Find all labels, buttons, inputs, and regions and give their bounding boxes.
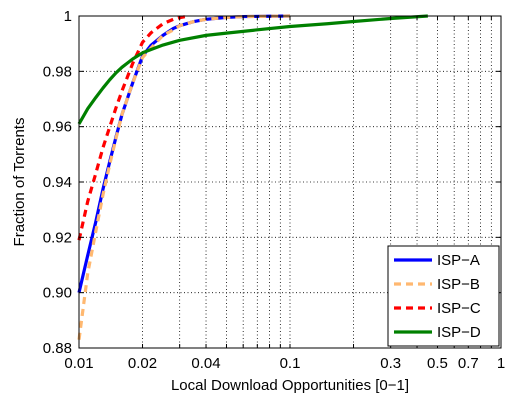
x-tick-label: 0.7 — [458, 355, 479, 372]
legend: ISP−A ISP−B ISP−C ISP−D — [387, 245, 500, 347]
y-tick-label: 0.90 — [43, 285, 72, 302]
x-tick-label: 1 — [497, 355, 505, 372]
x-tick-label: 0.1 — [280, 355, 301, 372]
y-tick-label: 0.88 — [43, 340, 72, 357]
y-tick-label: 0.92 — [43, 229, 72, 246]
y-tick-label: 0.98 — [43, 63, 72, 80]
y-axis-label: Fraction of Torrents — [11, 118, 28, 247]
y-tick-label: 1 — [64, 8, 72, 25]
legend-label-1: ISP−A — [437, 252, 480, 269]
y-tick-label: 0.94 — [43, 174, 72, 191]
x-tick-label: 0.04 — [191, 355, 220, 372]
x-tick-label: 0.02 — [128, 355, 157, 372]
legend-box — [387, 245, 500, 347]
x-axis-label: Local Download Opportunities [0−1] — [171, 377, 409, 394]
legend-label-2: ISP−B — [437, 276, 480, 293]
legend-label-4: ISP−D — [437, 324, 481, 341]
y-tick-label: 0.96 — [43, 119, 72, 136]
tick-labels: 0.01 0.02 0.04 0.1 0.3 0.5 0.7 1 0.88 0.90 0.92 0.9… — [43, 8, 505, 372]
x-tick-label: 0.01 — [64, 355, 93, 372]
series-line-4 — [77, 14, 428, 125]
series-line-3 — [77, 14, 189, 241]
x-tick-label: 0.3 — [380, 355, 401, 372]
legend-label-3: ISP−C — [437, 300, 481, 317]
x-tick-label: 0.5 — [427, 355, 448, 372]
